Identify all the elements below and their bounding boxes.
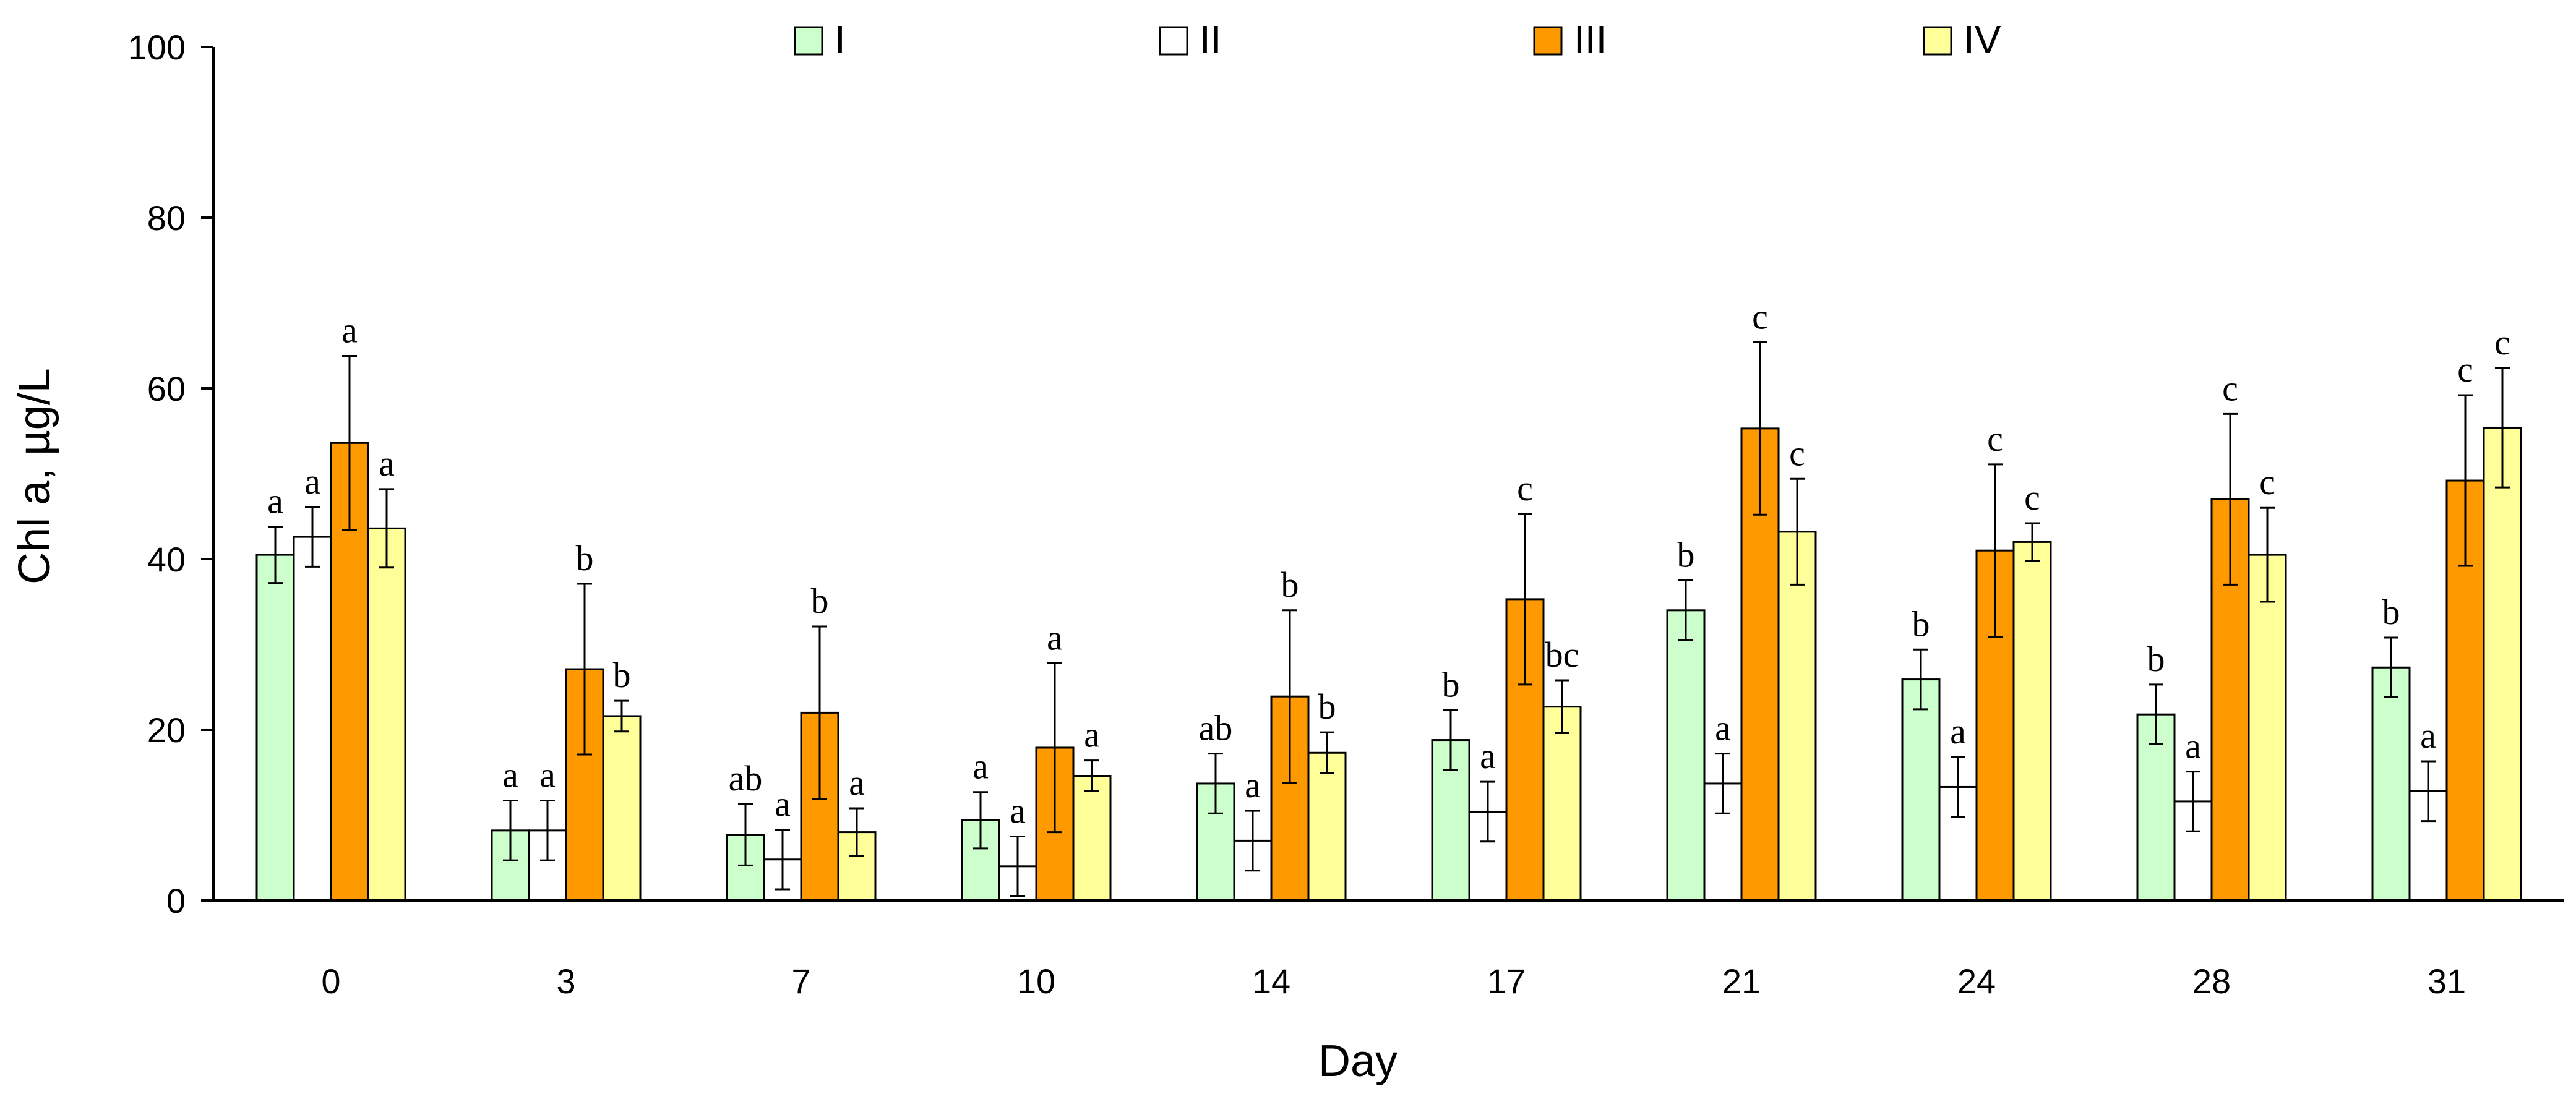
y-tick-label-80: 80 <box>147 199 186 237</box>
sig-label-IV-day-0: a <box>379 443 395 484</box>
legend-label-I: I <box>835 17 846 62</box>
bar-IV-day-3 <box>602 715 642 902</box>
bar-IV-day-28 <box>2248 554 2287 902</box>
bar-I-day-31 <box>2371 666 2411 902</box>
sig-label-II-day-17: a <box>1480 736 1496 776</box>
sig-label-III-day-10: a <box>1047 617 1063 657</box>
sig-label-II-day-24: a <box>1950 711 1966 751</box>
legend: I II III IV <box>794 17 2001 62</box>
bar-IV-day-17 <box>1542 706 1582 902</box>
sig-label-III-day-28: c <box>2222 368 2238 408</box>
sig-label-III-day-21: c <box>1752 296 1768 336</box>
sig-label-I-day-24: b <box>1912 604 1930 644</box>
axes-layer: 0 3 7 10 14 17 21 24 28 31 0 20 40 60 80 100 <box>128 28 2564 1001</box>
sig-label-IV-day-31: c <box>2494 322 2510 362</box>
sig-label-II-day-10: a <box>1010 791 1026 831</box>
x-tick-label-3: 3 <box>556 962 575 1001</box>
sig-label-II-day-3: a <box>539 755 556 795</box>
y-tick-label-100: 100 <box>128 28 186 67</box>
legend-swatch-II <box>1159 26 1188 56</box>
sig-label-III-day-24: c <box>1987 419 2003 459</box>
x-axis-title: Day <box>1318 1036 1397 1086</box>
sig-label-I-day-7: ab <box>729 758 763 798</box>
y-tick-label-20: 20 <box>147 711 186 750</box>
sig-label-II-day-28: a <box>2185 726 2201 766</box>
bar-IV-day-31 <box>2483 426 2522 902</box>
sig-label-I-day-14: ab <box>1199 708 1233 748</box>
x-tick-label-24: 24 <box>1957 962 1996 1001</box>
sig-label-III-day-31: c <box>2457 349 2473 390</box>
sig-label-I-day-28: b <box>2147 639 2165 679</box>
sig-label-IV-day-28: c <box>2259 462 2275 502</box>
sig-label-I-day-10: a <box>972 746 989 787</box>
sig-label-III-day-17: c <box>1517 468 1533 508</box>
x-tick-label-21: 21 <box>1722 962 1761 1001</box>
sig-label-IV-day-10: a <box>1084 715 1100 755</box>
sig-label-IV-day-3: b <box>613 655 631 695</box>
bar-IV-day-21 <box>1777 531 1817 902</box>
sig-label-IV-day-7: a <box>849 763 865 803</box>
sig-label-II-day-0: a <box>304 461 320 502</box>
bar-IV-day-0 <box>367 527 406 902</box>
x-tick-label-10: 10 <box>1017 962 1055 1001</box>
sig-label-III-day-0: a <box>341 310 358 351</box>
sig-label-I-day-21: b <box>1677 535 1695 575</box>
sig-label-I-day-0: a <box>267 481 283 521</box>
sig-label-II-day-14: a <box>1245 765 1261 805</box>
legend-swatch-IV <box>1923 26 1952 56</box>
legend-label-III: III <box>1574 17 1607 62</box>
sig-label-II-day-7: a <box>775 784 791 824</box>
sig-label-II-day-21: a <box>1715 708 1731 748</box>
sig-label-IV-day-14: b <box>1318 686 1336 727</box>
error-bars-layer <box>268 341 2510 897</box>
y-tick-label-40: 40 <box>147 540 186 579</box>
sig-label-II-day-31: a <box>2420 716 2436 756</box>
x-tick-label-31: 31 <box>2428 962 2466 1001</box>
legend-label-IV: IV <box>1964 17 2001 62</box>
sig-label-I-day-17: b <box>1442 664 1460 704</box>
legend-swatch-I <box>794 26 823 56</box>
sig-label-I-day-3: a <box>502 755 518 795</box>
bar-IV-day-14 <box>1307 751 1347 902</box>
x-tick-label-14: 14 <box>1252 962 1290 1001</box>
sig-label-IV-day-24: c <box>2024 477 2040 518</box>
bar-III-day-17 <box>1505 598 1545 902</box>
bar-I-day-24 <box>1901 678 1941 902</box>
sig-label-I-day-31: b <box>2382 592 2400 632</box>
y-axis-title: Chl a, µg/L <box>10 368 59 584</box>
bar-IV-day-24 <box>2012 541 2052 902</box>
sig-label-III-day-14: b <box>1281 565 1299 605</box>
sig-label-IV-day-17: bc <box>1545 635 1579 675</box>
x-tick-label-7: 7 <box>791 962 810 1001</box>
sig-label-IV-day-21: c <box>1789 433 1805 473</box>
x-tick-label-28: 28 <box>2192 962 2231 1001</box>
bar-II-day-0 <box>293 536 332 902</box>
sig-label-III-day-3: b <box>576 538 594 578</box>
x-tick-label-17: 17 <box>1487 962 1526 1001</box>
bar-I-day-21 <box>1666 609 1706 902</box>
bar-IV-day-10 <box>1072 775 1112 902</box>
y-tick-label-0: 0 <box>166 881 186 920</box>
legend-swatch-III <box>1533 26 1563 56</box>
x-tick-label-0: 0 <box>321 962 340 1001</box>
sig-label-III-day-7: b <box>811 581 829 621</box>
y-tick-label-60: 60 <box>147 369 186 408</box>
bars-layer <box>255 426 2522 902</box>
legend-label-II: II <box>1200 17 1222 62</box>
bar-I-day-0 <box>255 554 295 902</box>
